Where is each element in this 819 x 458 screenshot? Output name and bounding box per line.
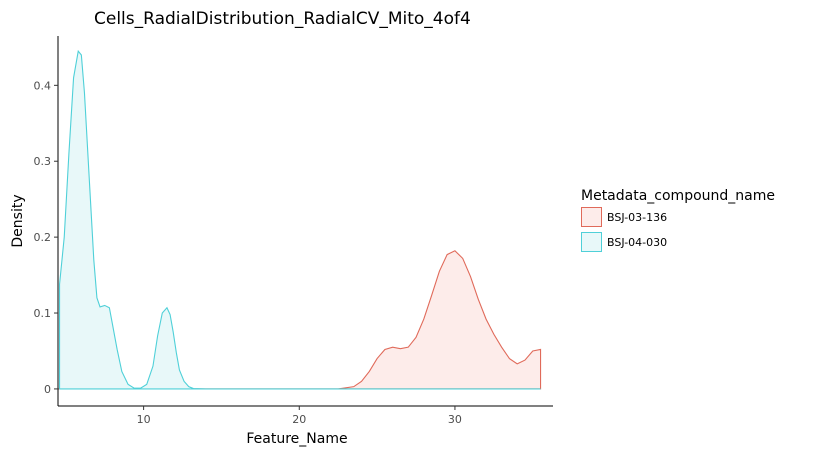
legend-label-bsj-03-136: BSJ-03-136 (607, 211, 667, 224)
y-axis-title: Density (10, 194, 26, 247)
y-tick-label: 0.2 (34, 231, 52, 244)
x-tick-label: 30 (448, 413, 462, 426)
x-ticks: 10 20 30 (137, 406, 462, 426)
chart-title: Cells_RadialDistribution_RadialCV_Mito_4… (94, 9, 471, 29)
y-ticks: 0 0.1 0.2 0.3 0.4 (34, 79, 58, 396)
legend: Metadata_compound_name BSJ-03-136 BSJ-04-… (581, 188, 775, 252)
y-tick-label: 0.1 (34, 307, 52, 320)
legend-title: Metadata_compound_name (581, 188, 775, 204)
y-tick-label: 0.3 (34, 155, 52, 168)
plot-series (58, 49, 542, 390)
x-axis-title: Feature_Name (246, 431, 347, 447)
legend-swatch-bsj-04-030 (581, 232, 602, 252)
x-tick-label: 20 (292, 413, 306, 426)
density-area-bsj-04-030 (59, 49, 541, 390)
legend-label-bsj-04-030: BSJ-04-030 (607, 236, 667, 249)
x-tick-label: 10 (137, 413, 151, 426)
legend-items: BSJ-03-136 BSJ-04-030 (581, 207, 667, 252)
y-tick-label: 0 (44, 383, 51, 396)
y-tick-label: 0.4 (34, 79, 52, 92)
density-area-bsj-03-136 (58, 250, 542, 390)
legend-swatch-bsj-03-136 (581, 207, 602, 227)
